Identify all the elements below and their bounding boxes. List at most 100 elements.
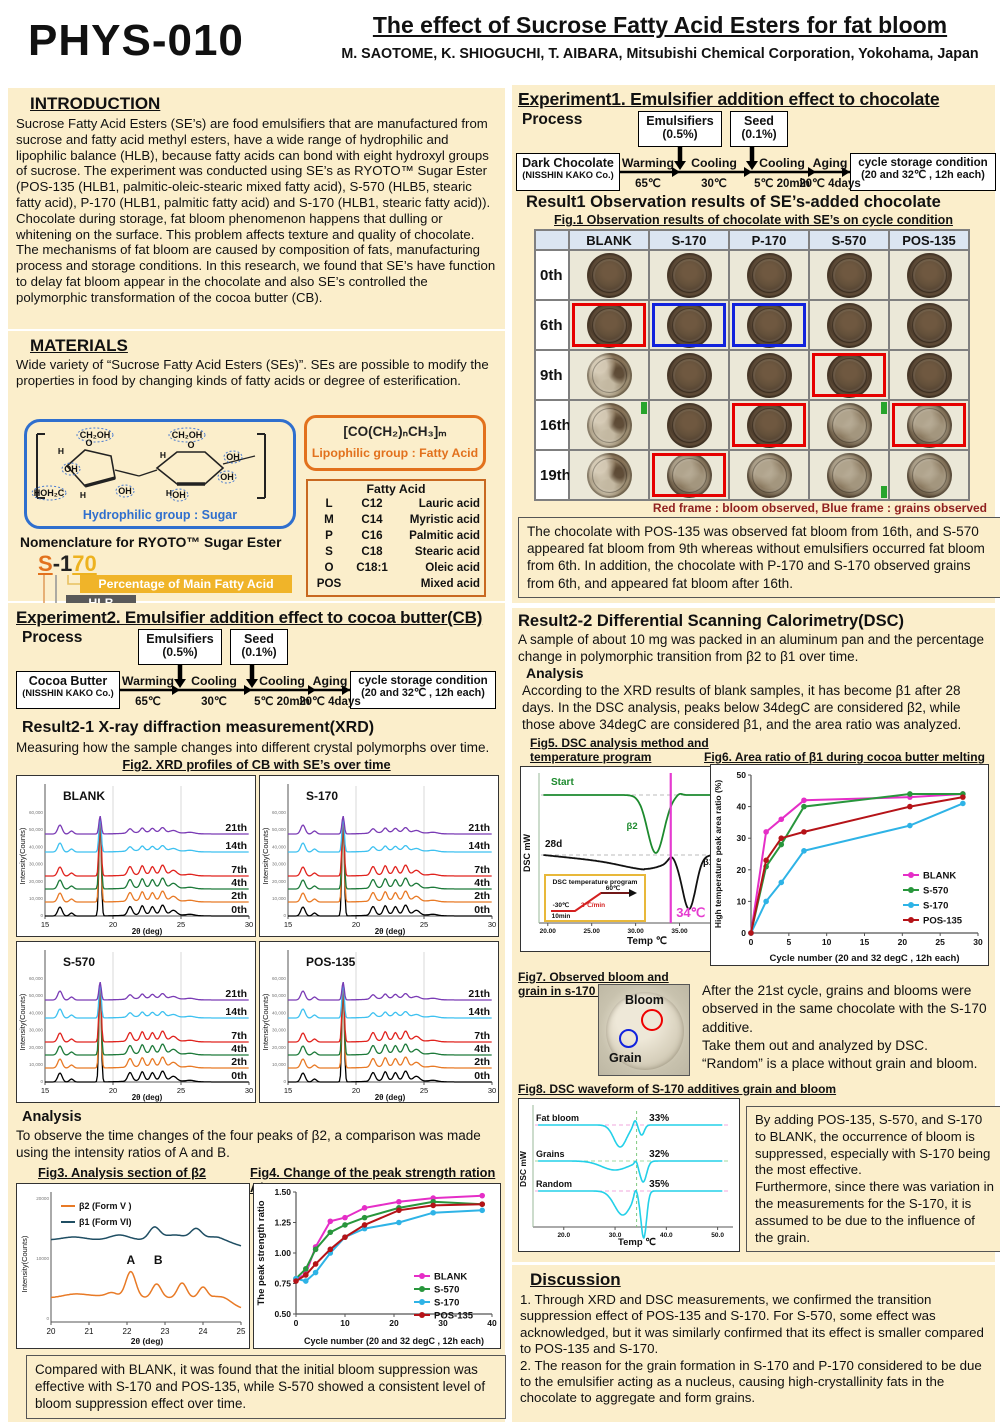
svg-text:0: 0 [283, 913, 286, 918]
chocolate-disc [586, 452, 632, 498]
svg-text:33%: 33% [649, 1113, 669, 1124]
chocolate-disc [906, 302, 952, 348]
svg-text:Aging: Aging [813, 156, 848, 170]
start-box: Dark Chocolate (NISSHIN KAKO Co.) [516, 153, 620, 191]
fatty-acid-row: M C14 Myristic acid [324, 513, 480, 527]
table-corner [535, 230, 569, 250]
svg-text:0: 0 [741, 928, 746, 938]
svg-text:25.00: 25.00 [584, 928, 601, 935]
chocolate-cell-0th-s-570 [809, 250, 889, 300]
code-kind: S [38, 551, 53, 576]
svg-text:Temp ℃: Temp ℃ [618, 1237, 656, 1248]
svg-text:0: 0 [749, 937, 754, 947]
fatty-acid-row: L C12 Lauric acid [325, 497, 480, 510]
svg-text:25: 25 [420, 920, 428, 929]
svg-text:Intensity(Counts): Intensity(Counts) [18, 993, 27, 1050]
svg-text:35%: 35% [649, 1179, 669, 1190]
svg-text:30℃: 30℃ [701, 177, 727, 190]
discussion-body2: 2. The reason for the grain formation in… [520, 1357, 982, 1406]
svg-text:30,000: 30,000 [29, 862, 43, 867]
svg-text:40,000: 40,000 [29, 844, 43, 849]
analysis-title: Analysis [22, 1109, 82, 1125]
chocolate-cell-6th-p-170 [729, 300, 809, 350]
svg-text:25: 25 [420, 1086, 428, 1095]
introduction-body: Sucrose Fatty Acid Esters (SE’s) are foo… [16, 116, 496, 305]
chocolate-disc [826, 302, 872, 348]
fig3-caption: Fig3. Analysis section of β2 [38, 1165, 207, 1180]
svg-text:Fat bloom: Fat bloom [536, 1113, 579, 1123]
svg-text:20: 20 [352, 920, 360, 929]
hydrophilic-label: Hydrophilic group : Sugar [82, 508, 238, 522]
chocolate-disc [746, 252, 792, 298]
chocolate-disc [746, 452, 792, 498]
fig6-chart: 0 5 10 15 20 25 30 0 10 20 30 40 50 Cycle number (20 … [710, 764, 989, 966]
chocolate-disc [666, 452, 712, 498]
green-marker [641, 402, 647, 414]
svg-text:15: 15 [860, 937, 870, 947]
experiment1-summary: The chocolate with POS-135 was observed … [518, 517, 1000, 598]
svg-text:20: 20 [47, 1327, 56, 1336]
svg-text:S-570: S-570 [63, 955, 95, 969]
svg-text:0: 0 [294, 1318, 299, 1328]
chocolate-disc [586, 252, 632, 298]
svg-text:60,000: 60,000 [272, 810, 286, 815]
chocolate-disc [666, 302, 712, 348]
result22-intro: A sample of about 10 mg was packed in an… [518, 632, 985, 664]
svg-text:OH: OH [220, 472, 234, 482]
svg-text:10: 10 [737, 896, 747, 906]
chocolate-disc [746, 402, 792, 448]
result22-title: Result2-2 Differential Scanning Calorime… [518, 612, 904, 630]
chocolate-cell-6th-s-570 [809, 300, 889, 350]
svg-text:β1 (Form VI): β1 (Form VI) [79, 1217, 132, 1227]
chocolate-disc [906, 352, 952, 398]
fatty-acid-table-title: Fatty Acid [366, 482, 426, 496]
svg-text:4th: 4th [474, 877, 490, 889]
svg-text:4th: 4th [231, 1043, 247, 1055]
experiment2-conclusion: Compared with BLANK, it was found that t… [26, 1355, 506, 1419]
fig7-bloom-circle [641, 1009, 663, 1031]
column-header-blank: BLANK [569, 230, 649, 250]
chocolate-disc [826, 352, 872, 398]
svg-text:40: 40 [487, 1318, 497, 1328]
svg-text:22: 22 [123, 1327, 132, 1336]
fig2-caption: Fig2. XRD profiles of CB with SE’s over … [122, 757, 391, 772]
svg-text:2th: 2th [231, 1056, 247, 1068]
svg-text:30,000: 30,000 [29, 1028, 43, 1033]
svg-text:25: 25 [177, 920, 185, 929]
svg-text:Cooling: Cooling [759, 156, 805, 170]
svg-text:7th: 7th [231, 1030, 247, 1042]
svg-text:24: 24 [199, 1327, 208, 1336]
code-pct: 70 [72, 551, 97, 576]
fig7-text: After the 21st cycle, grains and blooms … [702, 983, 987, 1072]
svg-text:A: A [126, 1253, 135, 1267]
svg-text:0th: 0th [474, 1070, 490, 1082]
svg-text:20.00: 20.00 [540, 928, 557, 935]
fig7-grain-label: Grain [609, 1051, 642, 1065]
experiment2-title: Experiment2. Emulsifier addition effect … [16, 608, 483, 627]
svg-text:30℃: 30℃ [201, 695, 227, 708]
fig2-xrd-s170: 15 20 25 30 2θ (deg) Intensity(Counts) 60,000 5… [259, 775, 499, 937]
svg-text:0.75: 0.75 [274, 1279, 291, 1289]
chocolate-disc [586, 402, 632, 448]
chocolate-cell-6th-blank [569, 300, 649, 350]
svg-text:OH: OH [226, 452, 240, 462]
svg-text:β2 (Form V ): β2 (Form V ) [79, 1201, 132, 1211]
fig5-caption: Fig5. DSC analysis method and temperatur… [530, 736, 709, 764]
chocolate-cell-16th-blank [569, 400, 649, 450]
experiment1-title: Experiment1. Emulsifier addition effect … [518, 89, 940, 109]
svg-text:10,000: 10,000 [29, 896, 43, 901]
start-box: Cocoa Butter (NISSHIN KAKO Co.) [16, 671, 120, 709]
chocolate-disc [826, 402, 872, 448]
svg-text:2th: 2th [474, 1056, 490, 1068]
materials-body: Wide variety of “Sucrose Fatty Acid Este… [16, 357, 489, 388]
svg-text:10000: 10000 [36, 1256, 49, 1261]
chocolate-disc [666, 402, 712, 448]
svg-text:20: 20 [109, 920, 117, 929]
chocolate-disc [586, 302, 632, 348]
poster-authors: M. SAOTOME, K. SHIOGUCHI, T. AIBARA, Mit… [341, 46, 979, 62]
chocolate-cell-0th-p-170 [729, 250, 809, 300]
svg-text:20,000: 20,000 [29, 879, 43, 884]
svg-text:10: 10 [822, 937, 832, 947]
experiment2-process-flow: Process Emulsifiers (0.5%) Seed (0.1%) Cocoa … [16, 629, 497, 715]
chocolate-cell-6th-s-170 [649, 300, 729, 350]
